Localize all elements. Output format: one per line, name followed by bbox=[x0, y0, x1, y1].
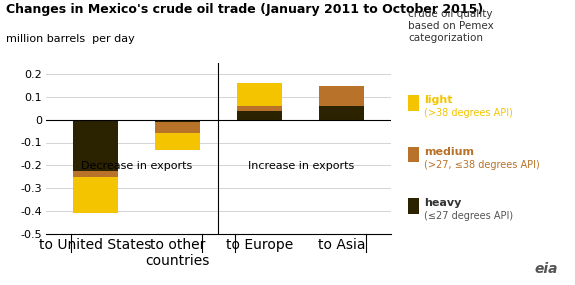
Text: light: light bbox=[424, 95, 453, 105]
Text: (>27, ≤38 degrees API): (>27, ≤38 degrees API) bbox=[424, 160, 540, 170]
Bar bbox=[72, 120, 118, 171]
Bar bbox=[237, 111, 282, 120]
Bar bbox=[319, 86, 365, 105]
Text: million barrels  per day: million barrels per day bbox=[6, 34, 135, 44]
Bar bbox=[72, 177, 118, 213]
Bar bbox=[319, 105, 365, 120]
Bar bbox=[237, 83, 282, 105]
Bar bbox=[155, 133, 200, 150]
Text: (≤27 degrees API): (≤27 degrees API) bbox=[424, 211, 513, 221]
Bar bbox=[155, 120, 200, 122]
Bar bbox=[237, 105, 282, 111]
Text: heavy: heavy bbox=[424, 198, 462, 208]
Text: crude oil quality
based on Pemex
categorization: crude oil quality based on Pemex categor… bbox=[408, 9, 494, 43]
Text: medium: medium bbox=[424, 147, 474, 157]
Text: Changes in Mexico's crude oil trade (January 2011 to October 2015): Changes in Mexico's crude oil trade (Jan… bbox=[6, 3, 483, 16]
Text: (>38 degrees API): (>38 degrees API) bbox=[424, 108, 513, 118]
Bar bbox=[155, 122, 200, 133]
Text: Increase in exports: Increase in exports bbox=[247, 161, 354, 171]
Bar bbox=[72, 171, 118, 177]
Text: eia: eia bbox=[534, 262, 558, 276]
Text: Decrease in exports: Decrease in exports bbox=[81, 161, 192, 171]
